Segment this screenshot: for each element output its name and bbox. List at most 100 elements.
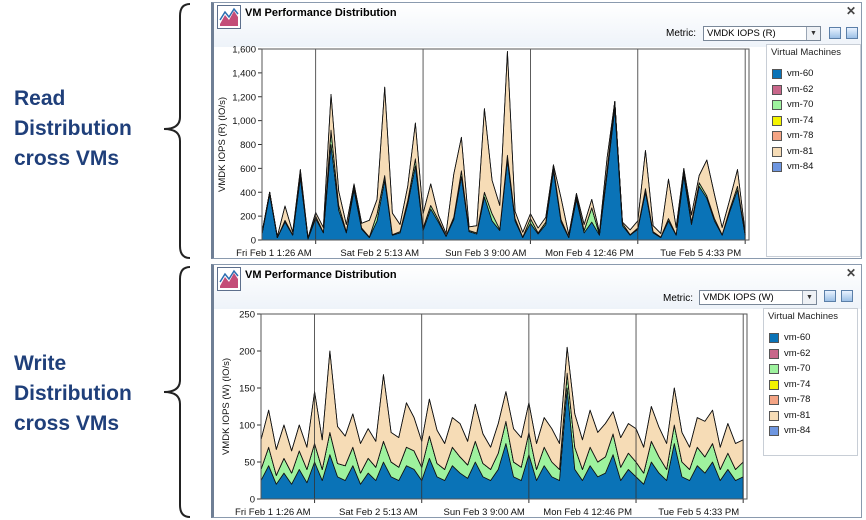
legend-item-vm-70: vm-70	[764, 362, 857, 378]
x-tick-label: Sun Feb 3 9:00 AM	[445, 248, 526, 259]
x-tick-label: Tue Feb 5 4:33 PM	[660, 248, 741, 259]
y-tick-label: 100	[239, 421, 255, 432]
legend-swatch	[769, 348, 779, 359]
read-chart: Fri Feb 1 1:26 AM Sat Feb 2 5:13 AM Sun Fe…	[217, 45, 750, 259]
legend-label: vm-81	[784, 409, 811, 421]
y-tick-label: 250	[239, 310, 255, 321]
y-axis-label: VMDK IOPS (W) (IO/s)	[221, 358, 232, 455]
x-tick-label: Sat Feb 2 5:13 AM	[339, 507, 418, 518]
metric-select-value: VMDK IOPS (R)	[707, 28, 776, 39]
y-tick-label: 1,400	[232, 68, 256, 79]
legend-swatch	[769, 426, 779, 436]
write-brace	[163, 266, 191, 518]
legend-label: vm-81	[787, 145, 814, 157]
metric-select-value: VMDK IOPS (W)	[703, 292, 774, 303]
legend-swatch	[769, 395, 779, 405]
plot-border	[260, 313, 748, 500]
x-tick-label: Sat Feb 2 5:13 AM	[340, 248, 419, 259]
read-brace	[163, 3, 191, 259]
export-icon[interactable]	[824, 290, 836, 302]
legend-item-vm-84: vm-84	[764, 424, 857, 440]
legend: Virtual Machines vm-60 vm-62 vm-70 vm-74 vm-…	[763, 308, 858, 456]
legend-label: vm-70	[784, 363, 811, 374]
legend-swatch	[769, 410, 779, 421]
legend-label: vm-84	[787, 161, 814, 172]
chart-app-icon	[217, 267, 241, 291]
legend: Virtual Machines vm-60 vm-62 vm-70 vm-74 vm-…	[766, 44, 861, 257]
legend-item-vm-74: vm-74	[767, 114, 860, 130]
metric-select[interactable]: VMDK IOPS (R) ▼	[703, 26, 821, 41]
legend-item-vm-70: vm-70	[767, 98, 860, 114]
legend-label: vm-74	[784, 378, 811, 390]
legend-label: vm-74	[787, 114, 814, 126]
x-tick-label: Fri Feb 1 1:26 AM	[236, 248, 312, 259]
x-tick-label: Tue Feb 5 4:33 PM	[658, 507, 739, 518]
y-tick-label: 1,600	[232, 45, 256, 56]
legend-item-vm-62: vm-62	[767, 83, 860, 99]
legend-swatch	[772, 69, 782, 79]
legend-swatch	[772, 131, 782, 141]
legend-label: vm-60	[784, 332, 811, 343]
write-panel: VM Performance Distribution ✕ Metric: VM…	[211, 264, 862, 518]
legend-swatch	[772, 100, 782, 110]
y-tick-label: 150	[239, 384, 255, 395]
y-tick-label: 400	[240, 188, 256, 199]
y-tick-label: 0	[251, 236, 256, 247]
legend-swatch	[772, 115, 782, 126]
close-icon[interactable]: ✕	[845, 266, 856, 280]
plot-border	[261, 48, 750, 241]
x-tick-label: Sun Feb 3 9:00 AM	[444, 507, 525, 518]
write-chart: Fri Feb 1 1:26 AM Sat Feb 2 5:13 AM Sun Fe…	[221, 310, 748, 518]
chevron-down-icon: ▼	[802, 291, 816, 304]
legend-label: vm-62	[787, 83, 814, 95]
metric-select[interactable]: VMDK IOPS (W) ▼	[699, 290, 817, 305]
legend-title: Virtual Machines	[771, 47, 842, 58]
legend-item-vm-84: vm-84	[767, 160, 860, 176]
chevron-down-icon: ▼	[806, 27, 820, 40]
y-tick-label: 600	[240, 164, 256, 175]
x-tick-label: Mon Feb 4 12:46 PM	[543, 507, 632, 518]
y-tick-label: 200	[240, 212, 256, 223]
legend-item-vm-78: vm-78	[767, 129, 860, 145]
x-tick-label: Mon Feb 4 12:46 PM	[545, 248, 634, 259]
metric-label: Metric:	[663, 293, 693, 304]
legend-swatch	[772, 162, 782, 172]
y-tick-label: 800	[240, 140, 256, 151]
legend-label: vm-78	[787, 130, 814, 141]
x-tick-label: Fri Feb 1 1:26 AM	[235, 507, 311, 518]
legend-item-vm-81: vm-81	[767, 145, 860, 161]
y-axis-label: VMDK IOPS (R) (IO/s)	[217, 97, 228, 192]
export-icon[interactable]	[829, 27, 841, 39]
y-tick-label: 1,000	[232, 116, 256, 127]
legend-item-vm-60: vm-60	[767, 67, 860, 83]
legend-item-vm-78: vm-78	[764, 393, 857, 409]
panel-title: VM Performance Distribution	[245, 269, 397, 281]
legend-swatch	[769, 379, 779, 390]
y-tick-label: 200	[239, 347, 255, 358]
legend-item-vm-81: vm-81	[764, 409, 857, 425]
legend-item-vm-62: vm-62	[764, 347, 857, 363]
legend-title: Virtual Machines	[768, 311, 839, 322]
legend-label: vm-70	[787, 99, 814, 110]
read-distribution-label: Read Distribution cross VMs	[14, 87, 132, 170]
settings-icon[interactable]	[841, 290, 853, 302]
legend-swatch	[769, 333, 779, 343]
read-panel: VM Performance Distribution ✕ Metric: VM…	[211, 2, 862, 259]
legend-swatch	[772, 146, 782, 157]
legend-swatch	[769, 364, 779, 374]
legend-label: vm-78	[784, 394, 811, 405]
legend-label: vm-62	[784, 347, 811, 359]
close-icon[interactable]: ✕	[845, 4, 856, 18]
settings-icon[interactable]	[846, 27, 858, 39]
legend-label: vm-84	[784, 425, 811, 436]
write-distribution-label: Write Distribution cross VMs	[14, 352, 132, 435]
y-tick-label: 1,200	[232, 92, 256, 103]
metric-label: Metric:	[666, 28, 696, 39]
legend-item-vm-74: vm-74	[764, 378, 857, 394]
legend-swatch	[772, 84, 782, 95]
y-tick-label: 0	[250, 495, 255, 506]
chart-app-icon	[217, 5, 241, 29]
legend-item-vm-60: vm-60	[764, 331, 857, 347]
legend-label: vm-60	[787, 68, 814, 79]
y-tick-label: 50	[244, 458, 255, 469]
